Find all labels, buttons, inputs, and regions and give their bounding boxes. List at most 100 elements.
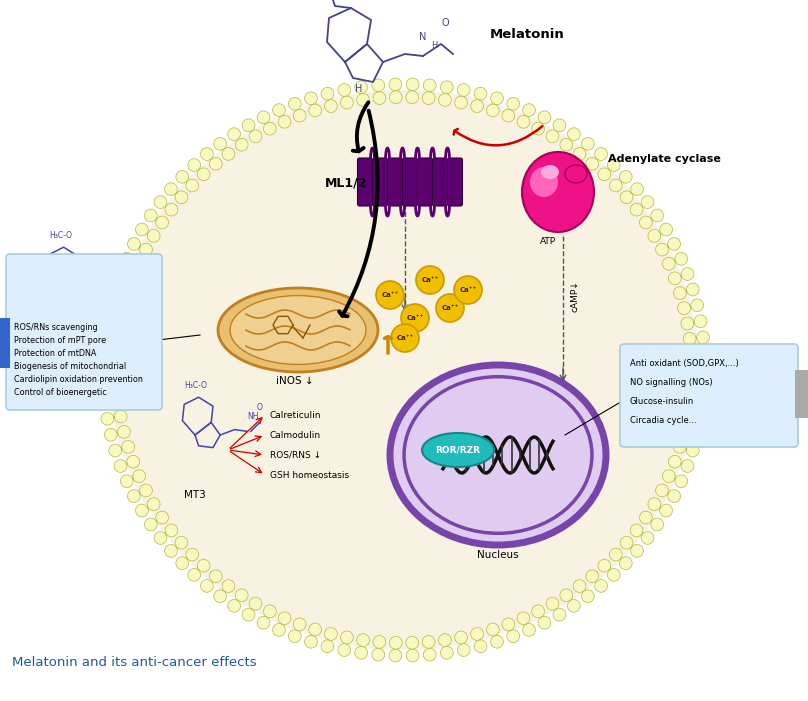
Circle shape	[694, 315, 707, 327]
Text: ML1/2: ML1/2	[325, 176, 368, 189]
Circle shape	[560, 138, 573, 151]
Circle shape	[668, 272, 681, 285]
Circle shape	[355, 81, 368, 94]
Circle shape	[684, 332, 696, 346]
Circle shape	[691, 299, 704, 312]
Circle shape	[389, 78, 402, 91]
Circle shape	[115, 410, 127, 423]
Circle shape	[156, 511, 169, 524]
Circle shape	[621, 536, 633, 549]
Circle shape	[582, 590, 594, 603]
Circle shape	[538, 111, 551, 123]
Circle shape	[681, 460, 694, 472]
Circle shape	[440, 81, 453, 94]
Circle shape	[325, 627, 337, 640]
Circle shape	[97, 347, 110, 360]
Circle shape	[154, 531, 167, 544]
Circle shape	[457, 644, 470, 656]
Circle shape	[490, 92, 503, 104]
Circle shape	[502, 109, 515, 122]
Circle shape	[608, 569, 621, 581]
Circle shape	[674, 440, 686, 454]
Circle shape	[573, 580, 586, 592]
Circle shape	[104, 428, 117, 441]
Circle shape	[401, 304, 429, 332]
Circle shape	[373, 636, 385, 648]
Circle shape	[145, 209, 158, 222]
Circle shape	[222, 147, 235, 161]
Circle shape	[406, 649, 419, 662]
Circle shape	[222, 580, 235, 592]
Circle shape	[567, 128, 580, 140]
Circle shape	[228, 599, 241, 612]
Circle shape	[490, 635, 503, 648]
Ellipse shape	[565, 165, 587, 183]
Circle shape	[186, 548, 199, 561]
Circle shape	[423, 92, 435, 104]
Circle shape	[655, 243, 668, 256]
Circle shape	[111, 379, 124, 392]
Circle shape	[582, 137, 594, 150]
Circle shape	[630, 545, 643, 557]
Circle shape	[507, 97, 520, 110]
Text: Ca⁺⁺: Ca⁺⁺	[441, 305, 459, 311]
Circle shape	[305, 635, 318, 648]
Circle shape	[406, 78, 419, 91]
Circle shape	[133, 257, 145, 270]
Circle shape	[423, 79, 436, 92]
Text: Ca⁺⁺: Ca⁺⁺	[397, 335, 414, 341]
Circle shape	[439, 93, 452, 107]
Circle shape	[620, 170, 632, 183]
Circle shape	[197, 168, 210, 181]
Ellipse shape	[404, 376, 592, 533]
Circle shape	[630, 183, 643, 196]
Circle shape	[667, 238, 680, 250]
Circle shape	[97, 380, 110, 393]
FancyBboxPatch shape	[357, 158, 372, 206]
Circle shape	[176, 170, 188, 183]
Text: H₃C-O: H₃C-O	[49, 231, 72, 240]
Circle shape	[114, 268, 127, 280]
Circle shape	[630, 203, 643, 216]
Circle shape	[228, 128, 241, 140]
Circle shape	[423, 636, 435, 648]
Text: Calreticulin: Calreticulin	[270, 411, 322, 419]
Circle shape	[517, 116, 530, 128]
Text: MT3: MT3	[184, 490, 206, 500]
Circle shape	[200, 580, 213, 592]
Circle shape	[440, 646, 453, 659]
Circle shape	[128, 238, 141, 250]
Circle shape	[609, 179, 622, 192]
Circle shape	[678, 426, 690, 438]
Text: H: H	[431, 41, 437, 50]
Circle shape	[416, 266, 444, 294]
Text: NH: NH	[247, 411, 259, 421]
Circle shape	[471, 627, 483, 640]
Circle shape	[406, 91, 419, 104]
Circle shape	[101, 315, 114, 327]
Circle shape	[667, 490, 680, 503]
Circle shape	[120, 252, 133, 265]
Circle shape	[128, 490, 141, 503]
Circle shape	[687, 444, 699, 457]
Circle shape	[111, 348, 124, 361]
Text: H: H	[356, 84, 363, 94]
Circle shape	[309, 104, 322, 117]
Circle shape	[684, 395, 696, 407]
Circle shape	[538, 616, 551, 629]
Circle shape	[620, 557, 632, 569]
Circle shape	[114, 460, 127, 472]
Text: Adenylate cyclase: Adenylate cyclase	[608, 154, 721, 164]
Text: Melatonin: Melatonin	[490, 28, 565, 41]
Circle shape	[263, 605, 276, 618]
Text: Ca⁺⁺: Ca⁺⁺	[406, 315, 423, 321]
Circle shape	[471, 100, 483, 112]
Circle shape	[663, 470, 675, 482]
Circle shape	[609, 548, 622, 561]
Circle shape	[156, 216, 169, 229]
Circle shape	[648, 229, 661, 242]
Circle shape	[355, 646, 368, 659]
Circle shape	[675, 475, 688, 488]
Text: Cardiolipin oxidation prevention: Cardiolipin oxidation prevention	[14, 375, 143, 384]
Circle shape	[639, 216, 652, 229]
